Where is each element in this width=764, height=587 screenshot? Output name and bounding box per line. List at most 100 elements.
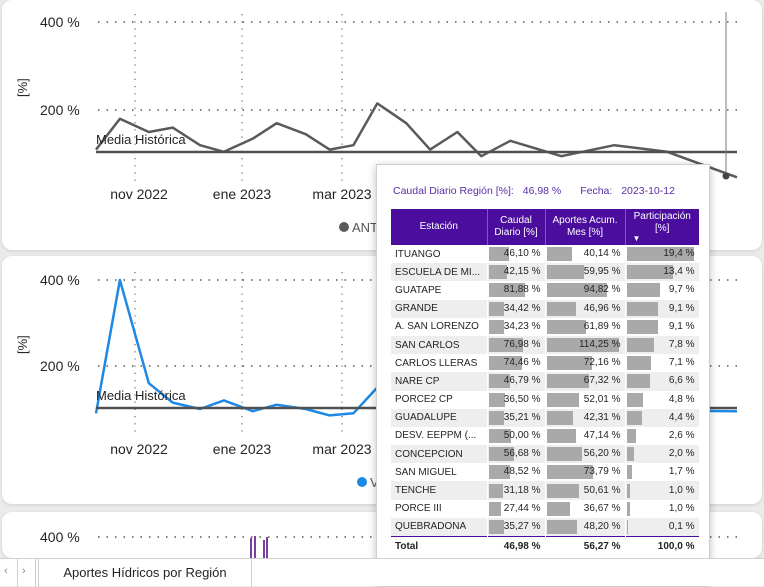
cell-value-caudal: 35,21 %	[503, 411, 541, 423]
station-table: Estación Caudal Diario [%] Aportes Acum.…	[391, 209, 700, 557]
col-header-participacion[interactable]: Participación [%] ▼	[625, 209, 699, 245]
data-bar-aportes	[546, 465, 594, 480]
data-bar-caudal	[488, 519, 505, 534]
station-row[interactable]: CARLOS LLERAS 74,46 % 72,16 % 7,1 %	[391, 354, 700, 373]
station-row[interactable]: PORCE2 CP 36,50 % 52,01 % 4,8 %	[391, 390, 700, 409]
cell-caudal: 48,52 %	[487, 463, 546, 482]
station-row[interactable]: QUEBRADONA 35,27 % 48,20 % 0,1 %	[391, 517, 700, 537]
cell-value-part: 4,4 %	[668, 411, 695, 423]
cell-aportes: 40,14 %	[545, 245, 626, 264]
data-bar-part	[626, 483, 630, 498]
total-label: Total	[391, 535, 488, 557]
cell-value-aportes: 52,01 %	[583, 393, 621, 405]
col-header-aportes[interactable]: Aportes Acum. Mes [%]	[545, 209, 626, 245]
data-bar-part	[626, 283, 661, 298]
data-bar-caudal	[488, 374, 510, 389]
station-row[interactable]: A. SAN LORENZO 34,23 % 61,89 % 9,1 %	[391, 317, 700, 336]
y-tick-label: 400 %	[40, 529, 80, 545]
station-row[interactable]: SAN CARLOS 76,98 % 114,25 % 7,8 %	[391, 335, 700, 355]
x-tick-label: nov 2022	[110, 441, 168, 457]
station-name: PORCE2 CP	[391, 390, 488, 409]
station-row[interactable]: TENCHE 31,18 % 50,61 % 1,0 %	[391, 481, 700, 500]
cell-part: 4,8 %	[625, 390, 700, 409]
cell-part: 4,4 %	[625, 408, 700, 427]
data-bar-part	[626, 519, 628, 534]
cell-caudal: 81,88 %	[487, 281, 546, 300]
col-header-estacion[interactable]: Estación	[391, 209, 488, 245]
cell-value-caudal: 76,98 %	[503, 339, 541, 351]
station-name: CARLOS LLERAS	[391, 354, 488, 373]
data-bar-caudal	[488, 410, 505, 425]
station-name: ESCUELA DE MI...	[391, 263, 488, 282]
cell-value-part: 4,8 %	[668, 393, 695, 405]
cell-value-part: 9,1 %	[668, 302, 695, 314]
col-header-caudal[interactable]: Caudal Diario [%]	[487, 209, 546, 245]
cell-aportes: 72,16 %	[545, 354, 626, 373]
legend-label[interactable]: ANT	[352, 220, 378, 235]
cell-aportes: 94,82 %	[545, 281, 626, 300]
tab-aportes-hidricos[interactable]: Aportes Hídricos por Región	[38, 559, 252, 587]
station-row[interactable]: GRANDE 34,42 % 46,96 % 9,1 %	[391, 299, 700, 318]
y-axis-label: [%]	[15, 335, 30, 354]
station-row[interactable]: NARE CP 46,79 % 67,32 % 6,6 %	[391, 372, 700, 391]
station-row[interactable]: ESCUELA DE MI... 42,15 % 59,95 % 13,4 %	[391, 263, 700, 282]
line-chart-antioquia[interactable]: 400 % 200 % [%] Media Histórica nov 2022 ene …	[2, 0, 762, 250]
station-name: PORCE III	[391, 499, 488, 518]
station-name: ITUANGO	[391, 245, 488, 264]
cell-caudal: 35,27 %	[487, 517, 546, 537]
cell-caudal: 34,23 %	[487, 317, 546, 336]
cell-aportes: 47,14 %	[545, 426, 626, 446]
cell-aportes: 42,31 %	[545, 408, 626, 427]
cell-value-aportes: 50,61 %	[583, 484, 621, 496]
station-name: A. SAN LORENZO	[391, 317, 488, 336]
series-line[interactable]	[250, 536, 268, 558]
cell-value-caudal: 74,46 %	[503, 357, 541, 369]
cell-part: 1,7 %	[625, 463, 700, 482]
legend-label[interactable]: V	[370, 475, 379, 490]
chevron-right-icon: ›	[22, 565, 26, 577]
cell-caudal: 74,46 %	[487, 354, 546, 373]
line-chart-third[interactable]: 400 %	[2, 512, 762, 558]
station-row[interactable]: CONCEPCION 56,68 % 56,20 % 2,0 %	[391, 445, 700, 464]
station-row[interactable]: SAN MIGUEL 48,52 % 73,79 % 1,7 %	[391, 463, 700, 482]
data-bar-aportes	[546, 247, 572, 262]
x-tick-label: ene 2023	[213, 186, 272, 202]
cell-value-aportes: 46,96 %	[583, 302, 621, 314]
data-bar-caudal	[488, 265, 508, 280]
station-row[interactable]: GUADALUPE 35,21 % 42,31 % 4,4 %	[391, 408, 700, 427]
cell-aportes: 114,25 %	[545, 335, 626, 355]
cell-part: 1,0 %	[625, 499, 700, 518]
station-row[interactable]: ITUANGO 46,10 % 40,14 % 19,4 %	[391, 245, 700, 264]
station-row[interactable]: DESV. EEPPM (... 50,00 % 47,14 % 2,6 %	[391, 426, 700, 446]
data-bar-caudal	[488, 501, 501, 516]
x-tick-label: mar 2023	[312, 186, 371, 202]
data-bar-aportes	[546, 356, 593, 371]
total-row: Total 46,98 % 56,27 % 100,0 %	[391, 535, 700, 557]
x-tick-label: mar 2023	[312, 441, 371, 457]
station-row[interactable]: GUATAPE 81,88 % 94,82 % 9,7 %	[391, 281, 700, 300]
station-row[interactable]: PORCE III 27,44 % 36,67 % 1,0 %	[391, 499, 700, 518]
tab-scroll-next-button[interactable]: ›	[18, 559, 36, 587]
tab-scroll-prev-button[interactable]: ‹	[0, 559, 18, 587]
station-name: GRANDE	[391, 299, 488, 318]
data-bar-aportes	[546, 301, 577, 316]
page-tab-bar: ‹ › Aportes Hídricos por Región	[0, 558, 764, 587]
data-bar-aportes	[546, 501, 570, 516]
cell-part: 6,6 %	[625, 372, 700, 391]
y-tick-label: 400 %	[40, 272, 80, 288]
chevron-left-icon: ‹	[4, 565, 8, 577]
cell-aportes: 67,32 %	[545, 372, 626, 391]
cell-value-aportes: 61,89 %	[583, 320, 621, 332]
data-bar-caudal	[488, 392, 505, 407]
data-bar-aportes	[546, 447, 583, 462]
cell-part: 13,4 %	[625, 263, 700, 282]
data-bar-caudal	[488, 338, 524, 353]
data-bar-part	[626, 265, 674, 280]
cell-part: 2,0 %	[625, 445, 700, 464]
cell-value-caudal: 34,42 %	[503, 302, 541, 314]
cell-part: 2,6 %	[625, 426, 700, 446]
cell-part: 1,0 %	[625, 481, 700, 500]
cell-value-part: 19,4 %	[663, 248, 695, 260]
data-bar-part	[626, 247, 695, 262]
legend-marker	[357, 477, 367, 487]
